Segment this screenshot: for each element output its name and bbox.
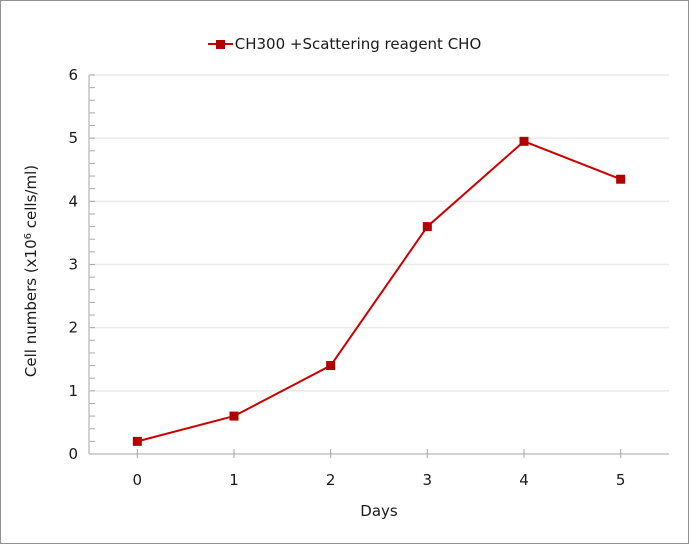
y-axis-title: Cell numbers (x106 cells/ml): [22, 165, 40, 377]
x-tick-label: 1: [229, 471, 239, 489]
y-tick-label: 2: [68, 319, 78, 337]
legend-square-marker-icon: [215, 39, 225, 49]
x-tick-label: 2: [326, 471, 336, 489]
data-point-marker: [422, 222, 432, 232]
legend-line-swatch: [207, 39, 233, 49]
x-axis-title: Days: [360, 502, 398, 520]
x-tick-label: 5: [616, 471, 626, 489]
y-axis-title-superscript: 6: [23, 232, 34, 240]
y-tick-label: 3: [68, 256, 78, 274]
x-tick-label: 3: [423, 471, 433, 489]
data-point-marker: [519, 136, 529, 146]
y-tick-label: 1: [68, 382, 78, 400]
y-tick-label: 6: [68, 66, 78, 84]
series-line: [137, 140, 622, 443]
y-tick-label: 0: [68, 445, 78, 463]
data-point-marker: [229, 411, 239, 421]
x-tick-label: 4: [519, 471, 529, 489]
data-point-marker: [132, 436, 142, 446]
legend: CH300 +Scattering reagent CHO: [1, 34, 688, 54]
legend-label: CH300 +Scattering reagent CHO: [234, 35, 482, 53]
y-tick-label: 4: [68, 192, 78, 210]
x-tick-label: 0: [133, 471, 143, 489]
data-point-marker: [326, 361, 336, 371]
y-axis-title-text: Cell numbers (x10: [22, 239, 40, 378]
y-tick-label: 5: [68, 129, 78, 147]
data-point-marker: [616, 174, 626, 184]
y-axis-title-text-tail: cells/ml): [22, 164, 40, 233]
